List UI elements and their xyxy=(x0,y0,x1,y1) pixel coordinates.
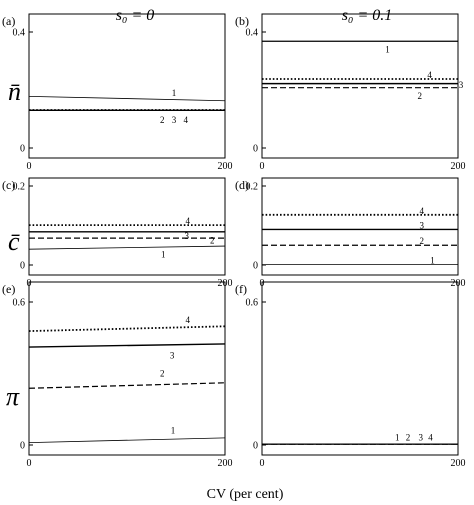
panel-f: (f) 0 0.6 0 200 1 2 3 4 xyxy=(235,281,466,469)
series-label-3: 3 xyxy=(185,231,190,241)
column-header-left: s₀ = 0 xyxy=(116,7,155,24)
y-tick-label: 0 xyxy=(253,261,258,272)
panel-e: (e) 0 0.6 0 200 4 32 1 xyxy=(2,281,233,469)
panel-label: (f) xyxy=(235,282,247,296)
x-tick-label: 200 xyxy=(451,161,466,172)
y-tick-label: 0 xyxy=(20,261,25,272)
panel-label: (d) xyxy=(235,178,249,192)
y-tick-label: 0.2 xyxy=(13,182,26,193)
series-label-2: 2 xyxy=(160,369,165,379)
series-label-3: 3 xyxy=(170,351,175,361)
x-tick-label: 0 xyxy=(27,161,32,172)
series-label-2: 2 xyxy=(419,236,424,246)
y-tick-label: 0.6 xyxy=(13,298,26,309)
series-label-1: 1 xyxy=(171,426,176,436)
x-tick-label: 200 xyxy=(218,161,233,172)
panel-frame xyxy=(261,13,459,159)
series-label-2: 2 xyxy=(210,236,215,246)
y-tick-label: 0.4 xyxy=(246,28,259,39)
column-header-right: s₀ = 0.1 xyxy=(342,7,393,24)
y-tick-label: 0.4 xyxy=(13,28,26,39)
series-label-3: 3 xyxy=(172,115,177,125)
y-tick-label: 0 xyxy=(253,441,258,452)
panel-label: (c) xyxy=(2,178,15,192)
panel-frame xyxy=(261,177,459,276)
x-axis-label: CV (per cent) xyxy=(207,487,284,502)
series-line-4 xyxy=(28,325,226,332)
panel-label: (e) xyxy=(2,282,15,296)
series-label-1: 1 xyxy=(430,256,435,266)
series-label-3: 3 xyxy=(419,221,424,231)
series-label-1: 1 xyxy=(395,432,400,442)
series-label-2: 2 xyxy=(418,91,423,101)
series-line-1 xyxy=(28,95,226,102)
y-tick-label: 0 xyxy=(20,441,25,452)
series-label-1: 1 xyxy=(172,88,177,98)
row-symbol-c-bar: c̄ xyxy=(8,227,20,256)
row-symbol-pi: π xyxy=(6,382,20,411)
series-label-4: 4 xyxy=(186,216,191,226)
series-label-2: 2 xyxy=(406,432,411,442)
y-tick-label: 0 xyxy=(20,144,25,155)
x-tick-label: 0 xyxy=(260,458,265,469)
y-tick-label: 0.2 xyxy=(246,182,259,193)
series-label-3: 3 xyxy=(459,80,464,90)
row-symbol-n-bar: n̄ xyxy=(8,77,21,106)
panel-label: (a) xyxy=(2,14,15,28)
series-label-3: 3 xyxy=(419,432,424,442)
panel-frame xyxy=(261,281,459,456)
x-tick-label: 200 xyxy=(451,458,466,469)
series-label-4: 4 xyxy=(419,206,424,216)
x-tick-label: 0 xyxy=(27,458,32,469)
x-tick-label: 200 xyxy=(218,458,233,469)
y-tick-label: 0 xyxy=(253,144,258,155)
series-label-2: 2 xyxy=(160,115,165,125)
series-label-4: 4 xyxy=(186,315,191,325)
panel-a: (a) 0 0.4 0 200 1 2 3 4 xyxy=(2,13,233,172)
series-line-1 xyxy=(28,437,226,444)
series-line-1 xyxy=(28,245,226,250)
series-line-2 xyxy=(28,382,226,389)
series-label-4: 4 xyxy=(184,115,189,125)
series-line-3 xyxy=(28,343,226,348)
panel-b: (b) 0 0.4 0 200 1 4 2 3 xyxy=(235,13,466,172)
series-label-1: 1 xyxy=(385,44,390,54)
panel-label: (b) xyxy=(235,14,249,28)
x-tick-label: 0 xyxy=(260,161,265,172)
series-label-4: 4 xyxy=(427,70,432,80)
series-label-1: 1 xyxy=(161,249,166,259)
y-tick-label: 0.6 xyxy=(246,298,259,309)
series-label-4: 4 xyxy=(428,432,433,442)
panel-frame xyxy=(28,13,226,159)
panel-frame xyxy=(28,281,226,456)
panel-frame xyxy=(28,177,226,276)
